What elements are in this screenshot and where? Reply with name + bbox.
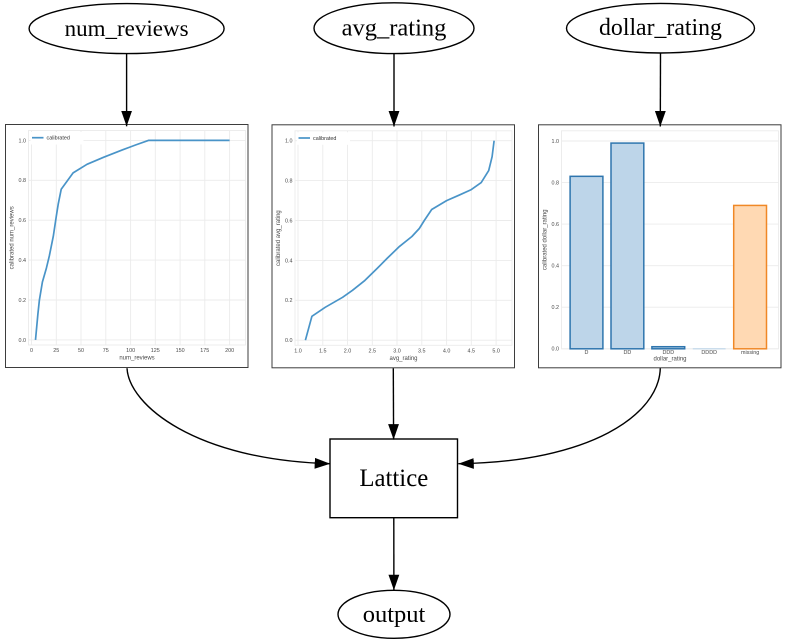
svg-text:0.6: 0.6 [19,218,27,224]
svg-text:avg_rating: avg_rating [389,356,417,362]
svg-text:num_reviews: num_reviews [119,356,154,362]
svg-text:output: output [363,601,426,628]
svg-text:calibrated: calibrated [47,136,70,142]
svg-text:2.0: 2.0 [344,348,352,354]
svg-text:200: 200 [225,348,234,354]
svg-text:1.0: 1.0 [294,348,302,354]
svg-text:avg_rating: avg_rating [342,15,447,42]
svg-text:0.2: 0.2 [552,305,560,311]
svg-text:DD: DD [624,350,632,356]
svg-text:25: 25 [53,348,59,354]
svg-text:3.5: 3.5 [418,348,426,354]
svg-text:DDDD: DDDD [701,350,717,356]
svg-text:dollar_rating: dollar_rating [599,15,722,41]
svg-text:calibrated: calibrated [313,136,336,142]
svg-text:0.4: 0.4 [19,258,27,264]
svg-text:0.8: 0.8 [552,181,560,187]
svg-text:DDD: DDD [662,350,674,356]
svg-text:4.5: 4.5 [468,348,476,354]
svg-text:150: 150 [176,348,185,354]
svg-text:175: 175 [200,348,209,354]
svg-text:4.0: 4.0 [443,348,451,354]
svg-text:0.0: 0.0 [19,338,27,344]
svg-text:num_reviews: num_reviews [65,16,189,41]
svg-text:calibrated num_reviews: calibrated num_reviews [10,206,16,269]
svg-text:dollar_rating: dollar_rating [653,356,686,362]
svg-text:5.0: 5.0 [492,348,500,354]
svg-text:calibrated dollar_rating: calibrated dollar_rating [543,209,549,270]
svg-text:0.6: 0.6 [285,218,293,224]
svg-text:100: 100 [126,348,135,354]
svg-text:0.2: 0.2 [285,298,293,304]
svg-text:calibrated avg_rating: calibrated avg_rating [276,210,282,266]
svg-text:0.0: 0.0 [285,338,293,344]
svg-text:D: D [585,350,589,356]
svg-text:0: 0 [30,348,33,354]
svg-text:1.5: 1.5 [319,348,327,354]
svg-text:0.8: 0.8 [285,179,293,185]
svg-text:1.0: 1.0 [552,139,560,145]
svg-text:125: 125 [151,348,160,354]
svg-text:0.6: 0.6 [552,222,560,228]
svg-text:0.2: 0.2 [19,298,27,304]
svg-text:1.0: 1.0 [285,139,293,145]
svg-text:2.5: 2.5 [369,348,377,354]
svg-text:50: 50 [78,348,84,354]
svg-text:0.4: 0.4 [552,264,560,270]
svg-text:1.0: 1.0 [19,138,27,144]
svg-text:0.0: 0.0 [552,347,560,353]
svg-text:0.4: 0.4 [285,258,293,264]
svg-text:0.8: 0.8 [19,178,27,184]
svg-text:75: 75 [103,348,109,354]
svg-text:3.0: 3.0 [393,348,401,354]
svg-text:missing: missing [741,350,759,356]
svg-text:Lattice: Lattice [359,465,428,492]
